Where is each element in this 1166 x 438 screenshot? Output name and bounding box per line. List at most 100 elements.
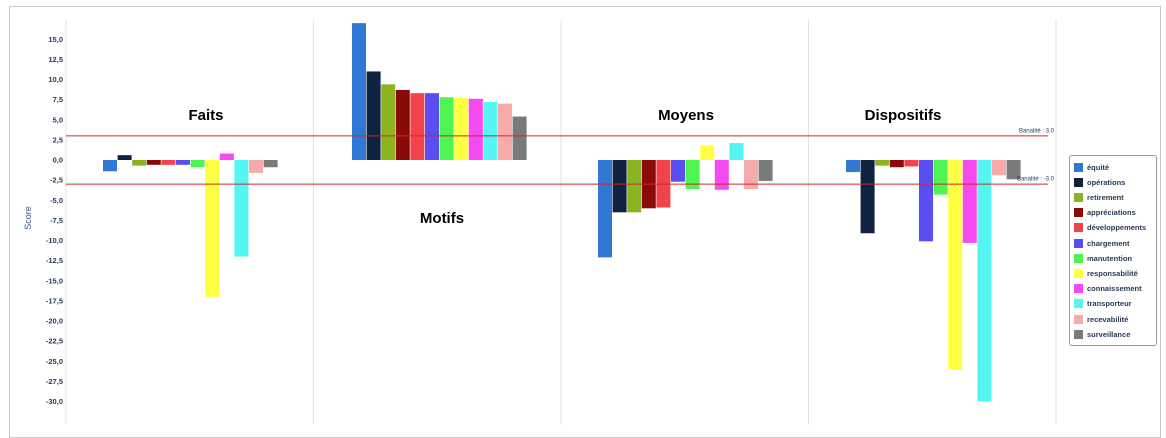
y-tick-label: -20,0 <box>46 317 63 326</box>
bar-1-4 <box>410 93 425 160</box>
bar-1-5 <box>425 93 439 160</box>
bar-0-7 <box>205 160 220 297</box>
legend-label: manutention <box>1087 253 1132 263</box>
bar-0-4 <box>161 160 176 165</box>
bar-2-0 <box>598 160 612 258</box>
y-tick-label: 0,0 <box>53 156 63 165</box>
y-tick-label: -30,0 <box>46 397 63 406</box>
y-tick-label: 7,5 <box>53 95 63 104</box>
legend-label: retirement <box>1087 192 1124 202</box>
bar-0-5 <box>176 160 190 165</box>
legend-swatch <box>1074 192 1083 202</box>
bar-1-11 <box>512 116 527 160</box>
bar-3-11 <box>1006 160 1021 180</box>
bar-0-0 <box>103 160 117 172</box>
bar-3-5 <box>919 160 933 242</box>
reference-line-label: Banalité : 3.0 <box>1019 128 1055 134</box>
bar-1-7 <box>454 98 469 160</box>
bar-0-9 <box>234 160 249 257</box>
bar-0-10 <box>249 160 263 173</box>
legend-item: manutention <box>1074 251 1132 265</box>
bar-0-11 <box>263 160 278 168</box>
legend-item: connaissement <box>1074 282 1142 296</box>
legend-label: équité <box>1087 162 1110 172</box>
legend-label: connaissement <box>1087 284 1142 294</box>
legend-label: chargement <box>1087 238 1130 248</box>
bar-1-9 <box>483 102 498 160</box>
bar-0-6 <box>190 160 205 168</box>
legend-swatch <box>1074 223 1083 233</box>
bar-2-6 <box>685 160 700 189</box>
legend-item: transporteur <box>1074 297 1132 311</box>
y-tick-label: 5,0 <box>53 115 63 124</box>
legend-swatch <box>1074 329 1083 339</box>
bar-1-3 <box>395 89 410 160</box>
bar-3-9 <box>977 160 992 402</box>
legend-item: appréciations <box>1074 206 1136 220</box>
legend-label: recevabilité <box>1087 314 1129 324</box>
legend-label: opérations <box>1087 177 1126 187</box>
reference-line-label: Banalité : -3.0 <box>1017 177 1055 183</box>
legend-swatch <box>1074 238 1083 248</box>
bar-3-3 <box>889 160 904 168</box>
bar-2-1 <box>612 160 627 213</box>
bar-0-3 <box>146 160 161 165</box>
legend-label: transporteur <box>1087 299 1132 309</box>
bar-2-8 <box>714 160 729 190</box>
bar-2-5 <box>671 160 685 182</box>
y-tick-label: 12,5 <box>48 55 63 64</box>
y-axis-title: Score <box>23 206 33 230</box>
bar-1-2 <box>381 84 396 160</box>
legend-label: appréciations <box>1087 208 1136 218</box>
legend-swatch <box>1074 208 1083 218</box>
legend-swatch <box>1074 177 1083 187</box>
legend-item: surveillance <box>1074 327 1130 341</box>
legend-swatch <box>1074 268 1083 278</box>
y-tick-label: -7,5 <box>50 216 63 225</box>
legend-swatch <box>1074 253 1083 263</box>
category-label: Dispositifs <box>865 107 942 124</box>
bar-3-1 <box>860 160 875 234</box>
legend-swatch <box>1074 314 1083 324</box>
category-label: Moyens <box>658 107 714 124</box>
bar-2-7 <box>700 145 715 160</box>
category-label: Motifs <box>420 210 464 227</box>
bar-3-2 <box>875 160 890 166</box>
legend-label: développements <box>1087 223 1147 233</box>
legend-swatch <box>1074 162 1083 172</box>
bar-1-10 <box>498 103 512 160</box>
bar-3-10 <box>992 160 1006 176</box>
y-tick-label: -15,0 <box>46 276 63 285</box>
legend-item: responsabilité <box>1074 266 1138 280</box>
legend-item: retirement <box>1074 190 1124 204</box>
bar-1-8 <box>468 98 483 160</box>
y-tick-label: -10,0 <box>46 236 63 245</box>
y-tick-label: -2,5 <box>50 176 63 185</box>
bar-0-1 <box>117 155 132 160</box>
legend-item: chargement <box>1074 236 1130 250</box>
legend-item: recevabilité <box>1074 312 1128 326</box>
legend-label: responsabilité <box>1087 268 1138 278</box>
legend-swatch <box>1074 299 1083 309</box>
bar-0-8 <box>219 153 234 160</box>
y-tick-label: -17,5 <box>46 296 63 305</box>
bar-3-0 <box>846 160 860 173</box>
bar-1-0 <box>352 23 366 161</box>
bar-2-11 <box>758 160 773 181</box>
y-tick-label: -5,0 <box>50 196 63 205</box>
legend-item: opérations <box>1074 175 1125 189</box>
bar-3-4 <box>904 160 919 167</box>
y-tick-label: 2,5 <box>53 135 63 144</box>
legend-item: équité <box>1074 160 1109 174</box>
y-tick-label: 15,0 <box>48 35 63 44</box>
category-label: Faits <box>188 107 223 124</box>
y-tick-label: -22,5 <box>46 337 63 346</box>
bar-3-7 <box>948 160 963 370</box>
bar-3-6 <box>933 160 948 195</box>
legend-label: surveillance <box>1087 329 1131 339</box>
bar-0-2 <box>132 160 147 166</box>
legend-swatch <box>1074 284 1083 294</box>
bar-2-10 <box>744 160 758 189</box>
bar-2-9 <box>729 143 744 160</box>
